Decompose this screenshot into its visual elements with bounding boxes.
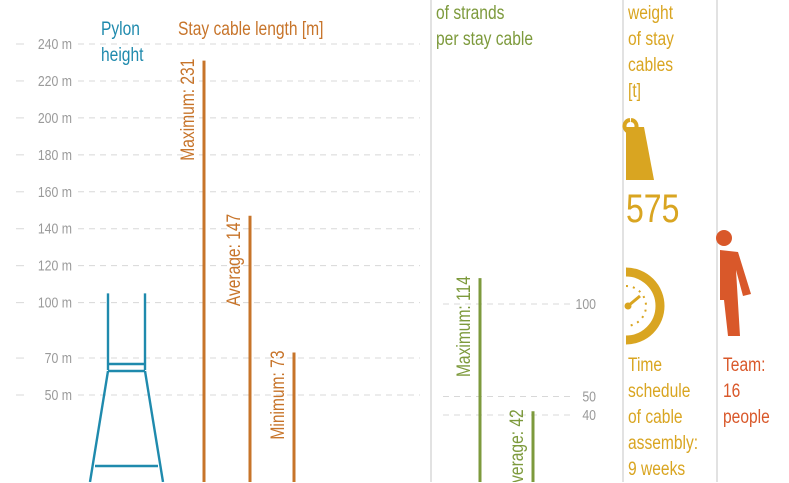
stopwatch-icon <box>624 267 665 345</box>
cable-bar-label: Maximum: 231 <box>177 59 199 161</box>
stay-cable-length-label: Stay cable length [m] <box>178 19 324 40</box>
length-tick-label: 100 m <box>38 295 72 311</box>
pylon-label: Pylon height <box>101 19 144 66</box>
length-tick-label: 180 m <box>38 147 72 163</box>
stay-cable-bars: Maximum: 231 Average: 147 Minimum: 73 <box>177 59 296 482</box>
weight-icon <box>622 118 654 180</box>
length-tick-label: 160 m <box>38 184 72 200</box>
pylon-drawing <box>88 293 165 482</box>
cable-bar-label: Average: 147 <box>223 214 245 306</box>
strand-axis-ticks: 100 50 40 <box>575 296 596 423</box>
length-tick-label: 220 m <box>38 73 72 89</box>
length-tick-label: 240 m <box>38 36 72 52</box>
length-tick-label: 70 m <box>45 350 72 366</box>
strand-tick-label: 50 <box>582 388 596 404</box>
strand-bar-label: Maximum: 114 <box>453 276 475 377</box>
length-tick-label: 50 m <box>45 387 72 403</box>
strands-label: of strands per stay cable <box>436 3 534 50</box>
pylon-left-flare <box>88 370 110 482</box>
length-tick-label: 200 m <box>38 110 72 126</box>
time-label: Time schedule of cable assembly: 9 weeks <box>628 355 699 480</box>
length-tick-label: 120 m <box>38 258 72 274</box>
length-tick-label: 140 m <box>38 221 72 237</box>
strand-bar-label: Average: 42 <box>506 409 528 482</box>
weight-label: weight of stay cables [t] <box>628 3 674 102</box>
weight-value: 575 <box>626 187 680 231</box>
pylon-right-flare <box>143 370 165 482</box>
strand-tick-label: 100 <box>575 296 596 312</box>
person-icon <box>716 230 751 336</box>
strand-tick-label: 40 <box>582 407 596 423</box>
team-label: Team: 16 people <box>723 355 770 428</box>
strand-bars: Maximum: 114 Average: 42 <box>453 276 535 482</box>
length-axis-ticks: 240 m 220 m 200 m 180 m 160 m 140 m 120 m 100 m… <box>38 36 72 403</box>
cable-bar-label: Minimum: 73 <box>267 351 289 440</box>
